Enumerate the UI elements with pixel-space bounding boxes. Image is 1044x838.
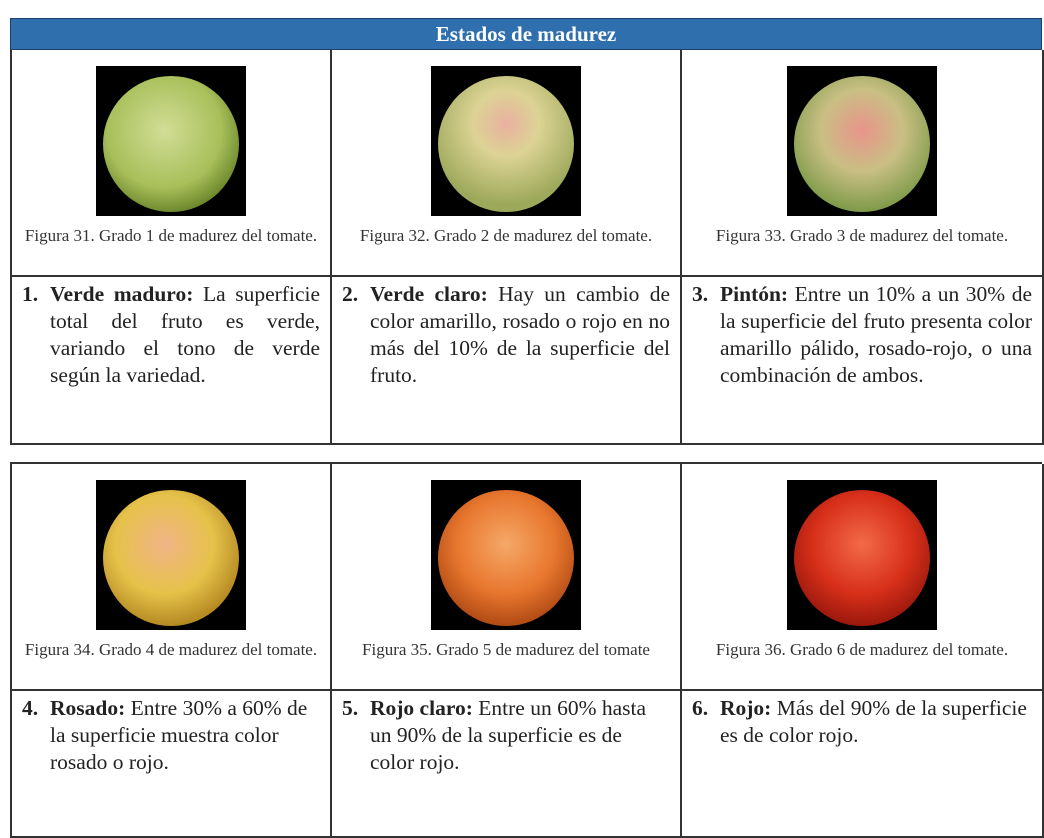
description-text: La superficie total del fruto es verde, …: [50, 282, 320, 387]
description-text: Hay un cambio de color amarillo, rosado …: [370, 282, 670, 387]
tomato-photo: [96, 66, 246, 216]
description: Rojo claro: Entre un 60% hasta un 90% de…: [370, 695, 670, 836]
image-cell: Figura 31. Grado 1 de madurez del tomate…: [12, 50, 332, 277]
description: Rosado: Entre 30% a 60% de la superficie…: [50, 695, 320, 836]
description-cell: 6. Rojo: Más del 90% de la superficie es …: [682, 691, 1044, 838]
tomato: [103, 490, 239, 626]
tomato-photo: [431, 66, 581, 216]
term: Rojo:: [720, 696, 772, 720]
image-cell: Figura 33. Grado 3 de madurez del tomate…: [682, 50, 1044, 277]
item-number: 5.: [342, 696, 359, 720]
item-number: 4.: [22, 696, 39, 720]
term: Pintón:: [720, 282, 789, 306]
term: Rojo claro:: [370, 696, 473, 720]
figure-caption: Figura 32. Grado 2 de madurez del tomate…: [359, 226, 653, 245]
image-cell: Figura 34. Grado 4 de madurez del tomate…: [12, 464, 332, 691]
description-cell: 1. Verde maduro: La superficie total del …: [12, 277, 332, 445]
item-number: 3.: [692, 282, 709, 306]
image-cell: Figura 36. Grado 6 de madurez del tomate…: [682, 464, 1044, 691]
figure-caption: Figura 36. Grado 6 de madurez del tomate…: [715, 640, 1009, 659]
term: Verde claro:: [370, 282, 488, 306]
description-text: Más del 90% de la superficie es de color…: [720, 696, 1027, 747]
description: Pintón: Entre un 10% a un 30% de la supe…: [720, 281, 1032, 443]
tomato: [438, 490, 574, 626]
description-text: Entre un 60% hasta un 90% de la superfic…: [370, 696, 647, 774]
description-text: Entre un 10% a un 30% de la superficie d…: [720, 282, 1032, 387]
tomato-photo: [787, 480, 937, 630]
figure-caption: Figura 34. Grado 4 de madurez del tomate…: [24, 640, 318, 659]
description-cell: 4. Rosado: Entre 30% a 60% de la superfic…: [12, 691, 332, 838]
description-text: Entre 30% a 60% de la superficie muestra…: [50, 696, 308, 774]
image-cell: Figura 35. Grado 5 de madurez del tomate: [332, 464, 682, 691]
stage-block: Figura 31. Grado 1 de madurez del tomate…: [10, 50, 1044, 445]
item-number: 6.: [692, 696, 709, 720]
item-number: 1.: [22, 282, 39, 306]
tomato: [794, 76, 930, 212]
item-number: 2.: [342, 282, 359, 306]
term: Verde maduro:: [50, 282, 194, 306]
description-cell: 2. Verde claro: Hay un cambio de color am…: [332, 277, 682, 445]
figure-caption: Figura 35. Grado 5 de madurez del tomate: [362, 640, 650, 659]
figure-caption: Figura 33. Grado 3 de madurez del tomate…: [715, 226, 1009, 245]
term: Rosado:: [50, 696, 126, 720]
figure-caption: Figura 31. Grado 1 de madurez del tomate…: [24, 226, 318, 245]
image-cell: Figura 32. Grado 2 de madurez del tomate…: [332, 50, 682, 277]
tomato: [794, 490, 930, 626]
tomato-photo: [431, 480, 581, 630]
tomato: [103, 76, 239, 212]
stage-block: Figura 34. Grado 4 de madurez del tomate…: [10, 462, 1044, 838]
description: Verde claro: Hay un cambio de color amar…: [370, 281, 670, 443]
table-header: Estados de madurez: [10, 18, 1042, 50]
description-cell: 3. Pintón: Entre un 10% a un 30% de la su…: [682, 277, 1044, 445]
description: Verde maduro: La superficie total del fr…: [50, 281, 320, 443]
tomato-photo: [96, 480, 246, 630]
tomato-photo: [787, 66, 937, 216]
tomato: [438, 76, 574, 212]
description: Rojo: Más del 90% de la superficie es de…: [720, 695, 1032, 836]
description-cell: 5. Rojo claro: Entre un 60% hasta un 90% …: [332, 691, 682, 838]
